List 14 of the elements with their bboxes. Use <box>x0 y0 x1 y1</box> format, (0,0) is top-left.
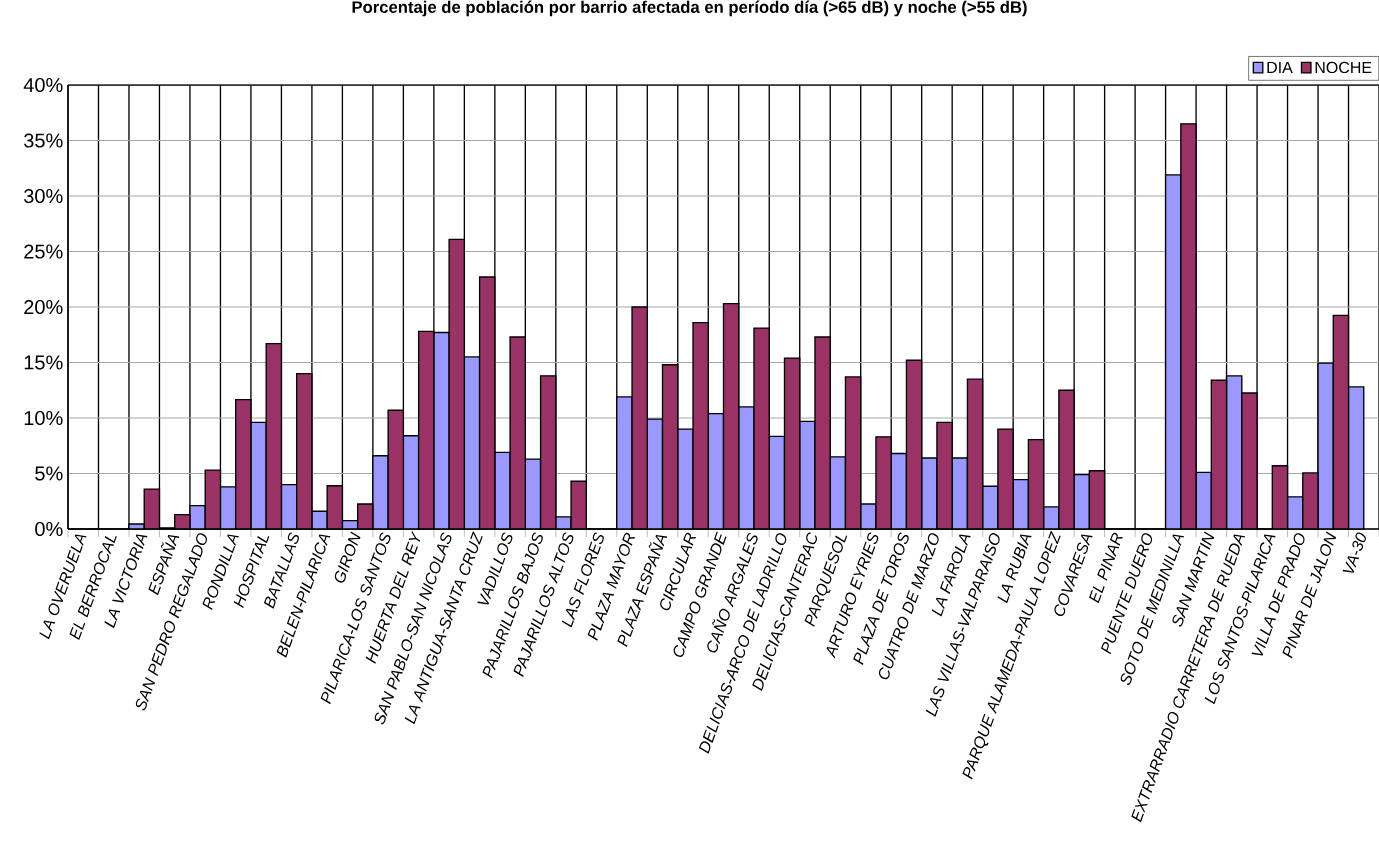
y-tick-label: 25% <box>24 244 63 259</box>
y-tick-label: 30% <box>24 188 63 204</box>
y-tick-label: 5% <box>35 466 63 481</box>
y-tick-label: 35% <box>24 133 63 148</box>
y-tick-label: 20% <box>24 299 63 315</box>
legend-label: NOCHE <box>1315 61 1372 74</box>
y-tick-label: 10% <box>24 410 63 426</box>
legend-label: DIA <box>1267 61 1293 73</box>
y-tick-label: 40% <box>23 77 63 93</box>
y-tick-label: 0% <box>35 521 63 537</box>
x-tick-label: VA-30 <box>1342 532 1366 573</box>
y-tick-label: 15% <box>24 355 63 370</box>
x-tick-label: GIRON <box>334 531 361 583</box>
chart-title: Porcentaje de población por barrio afectada en período día (>65 dB) y noche (>55 dB) <box>352 0 1027 17</box>
